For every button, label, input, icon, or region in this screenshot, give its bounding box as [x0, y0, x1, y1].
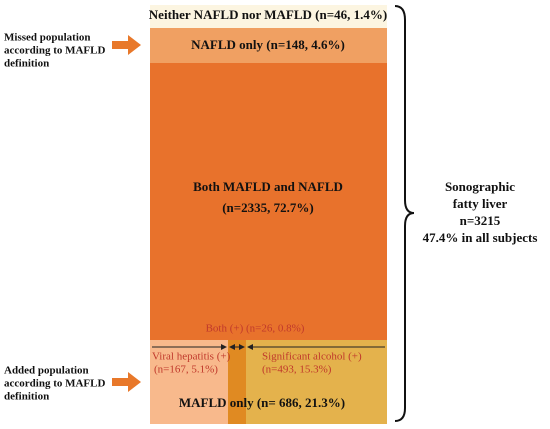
- neither-block: [150, 5, 387, 28]
- missed-label: definition: [4, 58, 49, 70]
- both-block: [150, 63, 387, 340]
- right-label: n=3215: [460, 213, 501, 228]
- alcohol-label: (n=493, 15.3%): [262, 364, 332, 376]
- both-label: (n=2335, 72.7%): [222, 200, 314, 215]
- alcohol-label: Significant alcohol (+): [262, 351, 362, 363]
- neither-label: Neither NAFLD nor MAFLD (n=46, 1.4%): [149, 7, 387, 22]
- right-label: 47.4% in all subjects: [423, 230, 538, 245]
- added-label: Added population: [4, 365, 89, 377]
- missed-label: according to MAFLD: [4, 45, 105, 57]
- added-label: definition: [4, 391, 49, 403]
- missed-arrow: [112, 35, 141, 55]
- right-label: fatty liver: [453, 196, 508, 211]
- missed-label: Missed population: [4, 32, 91, 44]
- nafld-only-block: [150, 28, 387, 63]
- both-plus-label: Both (+) (n=26, 0.8%): [206, 323, 305, 335]
- viral-label: Viral hepatitis (+): [152, 351, 231, 363]
- viral-block: [150, 340, 228, 424]
- alcohol-block: [246, 340, 387, 424]
- both-label: Both MAFLD and NAFLD: [193, 179, 343, 194]
- brace: [394, 5, 415, 422]
- added-arrow: [112, 372, 141, 392]
- mafld-only-label: MAFLD only (n= 686, 21.3%): [179, 395, 345, 410]
- added-label: according to MAFLD: [4, 378, 105, 390]
- viral-label: (n=167, 5.1%): [154, 364, 218, 376]
- both-plus-block: [228, 340, 246, 424]
- right-label: Sonographic: [445, 179, 515, 194]
- nafld-only-label: NAFLD only (n=148, 4.6%): [191, 37, 345, 52]
